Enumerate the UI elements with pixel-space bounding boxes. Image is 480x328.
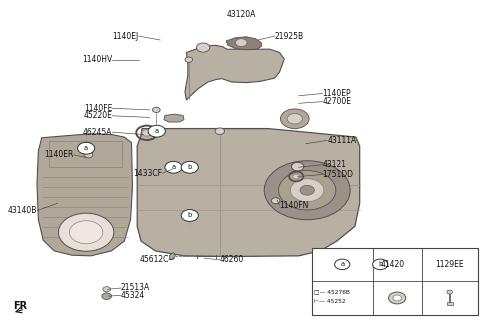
Text: 42700E: 42700E — [323, 97, 351, 106]
Circle shape — [70, 221, 103, 244]
Polygon shape — [170, 253, 175, 260]
Circle shape — [142, 130, 152, 136]
Polygon shape — [164, 114, 184, 122]
Circle shape — [84, 152, 93, 158]
Circle shape — [236, 39, 247, 47]
Text: 46245A: 46245A — [83, 128, 112, 137]
Text: 45220E: 45220E — [84, 111, 112, 120]
Circle shape — [290, 179, 324, 202]
Circle shape — [335, 259, 350, 270]
Text: 1140EJ: 1140EJ — [112, 31, 139, 41]
Text: 43111A: 43111A — [327, 136, 357, 145]
Text: FR: FR — [13, 301, 27, 311]
Circle shape — [215, 128, 225, 134]
Bar — [447, 302, 453, 305]
Text: 1140FN: 1140FN — [279, 200, 309, 210]
Circle shape — [293, 174, 300, 179]
Text: 45324: 45324 — [121, 291, 145, 300]
Circle shape — [291, 162, 304, 171]
Text: 21925B: 21925B — [275, 31, 304, 41]
Text: b: b — [378, 261, 383, 267]
Circle shape — [102, 293, 111, 299]
Circle shape — [181, 210, 198, 221]
Circle shape — [372, 259, 388, 270]
Text: 1140FE: 1140FE — [84, 104, 112, 113]
Text: 1751DD: 1751DD — [323, 170, 353, 179]
Text: 43120A: 43120A — [227, 10, 256, 19]
Circle shape — [148, 125, 166, 137]
Text: 1433CF: 1433CF — [133, 169, 163, 178]
Text: a: a — [340, 261, 344, 267]
Polygon shape — [37, 134, 132, 256]
Circle shape — [185, 57, 192, 62]
Circle shape — [271, 198, 280, 204]
Text: 1140EP: 1140EP — [323, 89, 351, 98]
Circle shape — [287, 113, 302, 124]
Text: a: a — [155, 128, 159, 134]
Text: b: b — [188, 164, 192, 170]
Circle shape — [264, 161, 350, 220]
Circle shape — [300, 185, 314, 195]
Circle shape — [280, 109, 309, 129]
Text: 1140HV: 1140HV — [82, 55, 112, 64]
Text: b: b — [188, 213, 192, 218]
Circle shape — [165, 161, 182, 173]
Circle shape — [393, 295, 401, 301]
Circle shape — [103, 287, 110, 292]
Bar — [312, 248, 478, 315]
Bar — [49, 141, 122, 167]
Text: 43121: 43121 — [323, 160, 347, 169]
Circle shape — [153, 107, 160, 113]
Text: 1129EE: 1129EE — [435, 260, 464, 269]
Text: a: a — [171, 164, 176, 170]
Circle shape — [389, 292, 406, 304]
Text: ⊢— 45252: ⊢— 45252 — [314, 299, 346, 304]
Text: □— 45276B: □— 45276B — [314, 289, 350, 294]
Polygon shape — [137, 129, 360, 256]
Circle shape — [181, 161, 198, 173]
Text: 21513A: 21513A — [121, 283, 150, 293]
Text: 45612C: 45612C — [139, 255, 169, 264]
Circle shape — [170, 162, 177, 167]
Polygon shape — [226, 37, 261, 50]
Text: 41420: 41420 — [381, 260, 405, 269]
Text: 46260: 46260 — [220, 255, 244, 264]
Circle shape — [447, 290, 453, 294]
Circle shape — [278, 171, 336, 210]
Polygon shape — [185, 45, 284, 100]
Text: a: a — [84, 145, 88, 151]
Circle shape — [196, 43, 210, 52]
Circle shape — [59, 213, 114, 251]
Text: 43140B: 43140B — [8, 206, 37, 215]
Text: 1140ER: 1140ER — [44, 150, 73, 159]
Circle shape — [78, 142, 95, 154]
